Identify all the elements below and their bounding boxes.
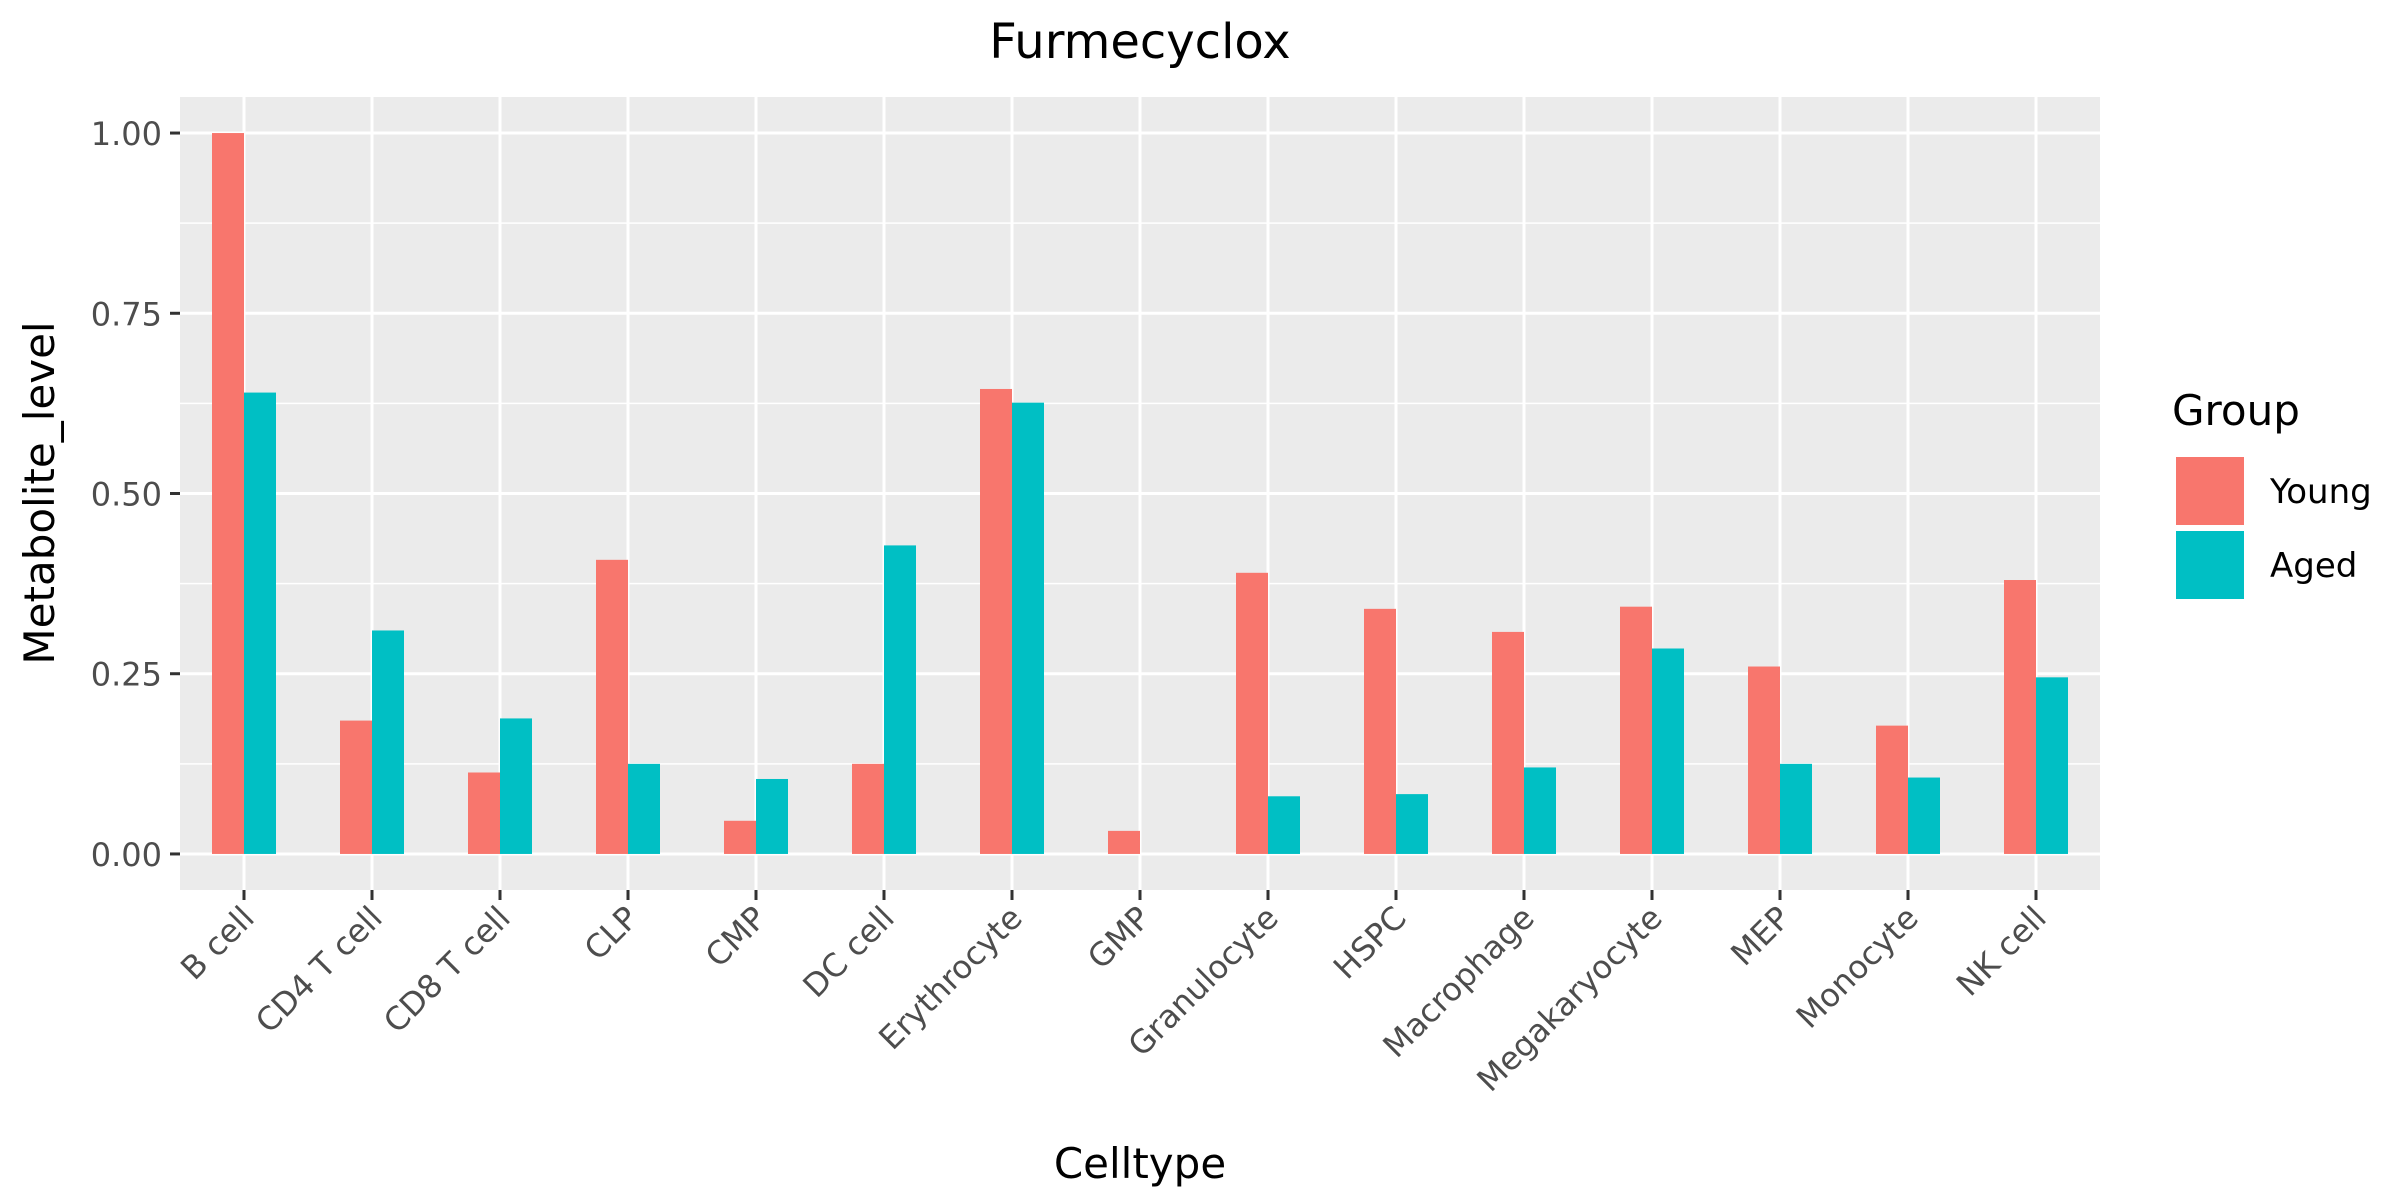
bar-aged-macrophage — [1524, 767, 1556, 854]
bar-young-cd8-t-cell — [468, 772, 500, 854]
bar-aged-cd8-t-cell — [500, 718, 532, 854]
bar-young-clp — [596, 559, 628, 854]
x-tick-label: NK cell — [1949, 899, 2054, 1004]
y-axis-title: Metabolite_level — [15, 321, 64, 664]
chart-title: Furmecyclox — [989, 14, 1290, 70]
legend-label: Aged — [2270, 546, 2357, 586]
bar-aged-b-cell — [244, 392, 276, 854]
bar-young-dc-cell — [852, 763, 884, 854]
bar-aged-mep — [1780, 763, 1812, 854]
x-tick-label: B cell — [173, 899, 262, 988]
x-tick-label: CLP — [577, 899, 646, 968]
x-tick-label: CMP — [698, 899, 774, 975]
bar-young-megakaryocyte — [1620, 606, 1652, 854]
legend-label: Young — [2269, 472, 2372, 512]
bar-young-macrophage — [1492, 631, 1524, 854]
bar-aged-granulocyte — [1268, 796, 1300, 854]
bar-aged-cd4-t-cell — [372, 630, 404, 854]
bar-young-cmp — [724, 820, 756, 854]
legend-key-aged — [2176, 531, 2244, 599]
x-tick-label: DC cell — [795, 899, 901, 1005]
bar-young-erythrocyte — [980, 388, 1012, 854]
bar-young-gmp — [1108, 830, 1140, 854]
bar-aged-hspc — [1396, 794, 1428, 854]
x-tick-label: CD8 T cell — [376, 899, 518, 1041]
x-tick-label: Monocyte — [1789, 899, 1926, 1036]
x-tick-label: HSPC — [1326, 899, 1414, 987]
y-tick-label: 0.75 — [91, 295, 162, 333]
y-tick-label: 0.25 — [91, 656, 162, 694]
bar-aged-cmp — [756, 778, 788, 854]
legend-key-young — [2176, 457, 2244, 525]
bar-young-granulocyte — [1236, 572, 1268, 854]
bars — [212, 133, 2068, 854]
bar-aged-erythrocyte — [1012, 402, 1044, 854]
bar-aged-nk-cell — [2036, 677, 2068, 854]
y-tick-label: 1.00 — [91, 115, 162, 153]
bar-young-mep — [1748, 666, 1780, 854]
x-tick-label: MEP — [1723, 899, 1797, 973]
legend-title: Group — [2172, 386, 2300, 435]
legend: Group Young Aged — [2172, 386, 2372, 599]
bar-aged-megakaryocyte — [1652, 648, 1684, 854]
bar-aged-clp — [628, 763, 660, 854]
y-tick-label: 0.50 — [91, 476, 162, 514]
bar-aged-dc-cell — [884, 545, 916, 854]
bar-young-b-cell — [212, 133, 244, 854]
x-axis-title: Celltype — [1054, 1139, 1226, 1188]
y-axis: 0.00 0.25 0.50 0.75 1.00 — [91, 115, 180, 874]
bar-young-cd4-t-cell — [340, 720, 372, 854]
bar-young-nk-cell — [2004, 580, 2036, 854]
bar-young-monocyte — [1876, 725, 1908, 854]
x-tick-label: CD4 T cell — [248, 899, 390, 1041]
bar-aged-monocyte — [1908, 777, 1940, 854]
bar-young-hspc — [1364, 608, 1396, 854]
x-tick-label: GMP — [1080, 899, 1158, 977]
y-tick-label: 0.00 — [91, 836, 162, 874]
